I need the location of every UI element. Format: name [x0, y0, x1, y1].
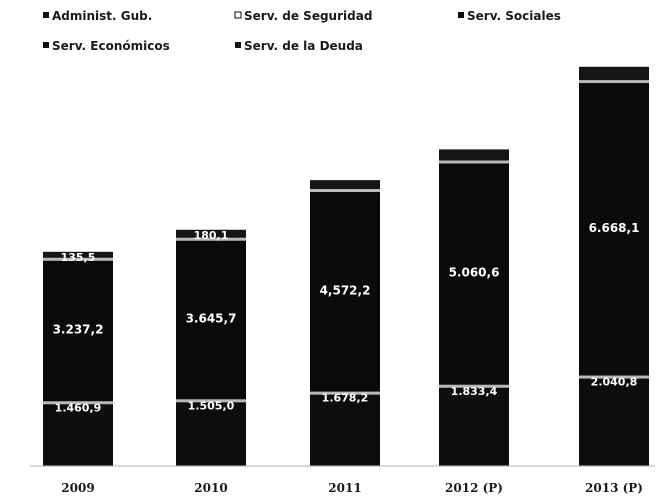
bars: 1.460,9 3.237,2 135,5 1.505,0 3.645,7 180,1 1.…: [43, 66, 649, 466]
data-label-serv-sociales-2011: 4,572,2: [320, 283, 371, 297]
data-label-serv-sociales-2012-p: 5.060,6: [449, 266, 500, 280]
x-tick-labels: 2009 2010 2011 2012 (P) 2013 (P): [61, 481, 643, 495]
legend-label-serv-de-seguridad: Serv. de Seguridad: [244, 9, 372, 23]
legend-swatch-administ-gub: [43, 12, 49, 18]
legend-label-administ-gub: Administ. Gub.: [52, 9, 152, 23]
bar-serv-de-la-deuda-2011: [310, 180, 380, 190]
legend-swatch-serv-economicos: [43, 42, 49, 48]
bar-serv-economicos-2012-p: [439, 384, 509, 466]
x-tick-label-2012-p: 2012 (P): [445, 481, 503, 495]
data-label-serv-economicos-2010: 1.505,0: [188, 399, 235, 412]
bar-serv-de-la-deuda-2012-p: [439, 149, 509, 161]
bar-serv-economicos-2010: [176, 399, 246, 466]
data-label-serv-economicos-2009: 1.460,9: [55, 401, 102, 414]
data-label-serv-de-la-deuda-2009: 135,5: [61, 251, 96, 264]
bar-serv-sociales-2013-p: [579, 80, 649, 376]
x-tick-label-2010: 2010: [194, 481, 227, 495]
bar-serv-de-la-deuda-2010: [176, 229, 246, 238]
bar-serv-sociales-2010: [176, 237, 246, 400]
legend-label-serv-economicos: Serv. Económicos: [52, 39, 170, 53]
data-label-serv-economicos-2013-p: 2.040,8: [591, 376, 638, 389]
legend-label-serv-de-la-deuda: Serv. de la Deuda: [244, 39, 363, 53]
data-label-serv-de-la-deuda-2010: 180,1: [194, 229, 229, 242]
bar-serv-economicos-2011: [310, 391, 380, 466]
bar-serv-economicos-2013-p: [579, 375, 649, 466]
x-tick-label-2009: 2009: [61, 481, 94, 495]
legend: Administ. Gub. Serv. de Seguridad Serv. So…: [43, 9, 561, 53]
data-label-serv-sociales-2013-p: 6.668,1: [589, 221, 640, 235]
bar-serv-de-la-deuda-2013-p: [579, 66, 649, 81]
legend-swatch-serv-de-seguridad: [234, 11, 242, 19]
bar-serv-economicos-2009: [43, 401, 113, 466]
x-tick-label-2011: 2011: [328, 481, 361, 495]
legend-swatch-serv-sociales: [458, 12, 464, 18]
bar-serv-sociales-2009: [43, 257, 113, 402]
bar-serv-de-la-deuda-2009: [43, 251, 113, 258]
data-label-serv-economicos-2012-p: 1.833,4: [451, 385, 498, 398]
x-tick-label-2013-p: 2013 (P): [585, 481, 643, 495]
data-label-serv-sociales-2010: 3.645,7: [186, 312, 237, 326]
data-label-serv-economicos-2011: 1.678,2: [322, 392, 369, 405]
bar-serv-sociales-2011: [310, 189, 380, 392]
legend-swatch-serv-de-la-deuda: [235, 42, 241, 48]
legend-label-serv-sociales: Serv. Sociales: [467, 9, 561, 23]
bar-serv-sociales-2012-p: [439, 160, 509, 385]
data-label-serv-sociales-2009: 3.237,2: [53, 323, 104, 337]
